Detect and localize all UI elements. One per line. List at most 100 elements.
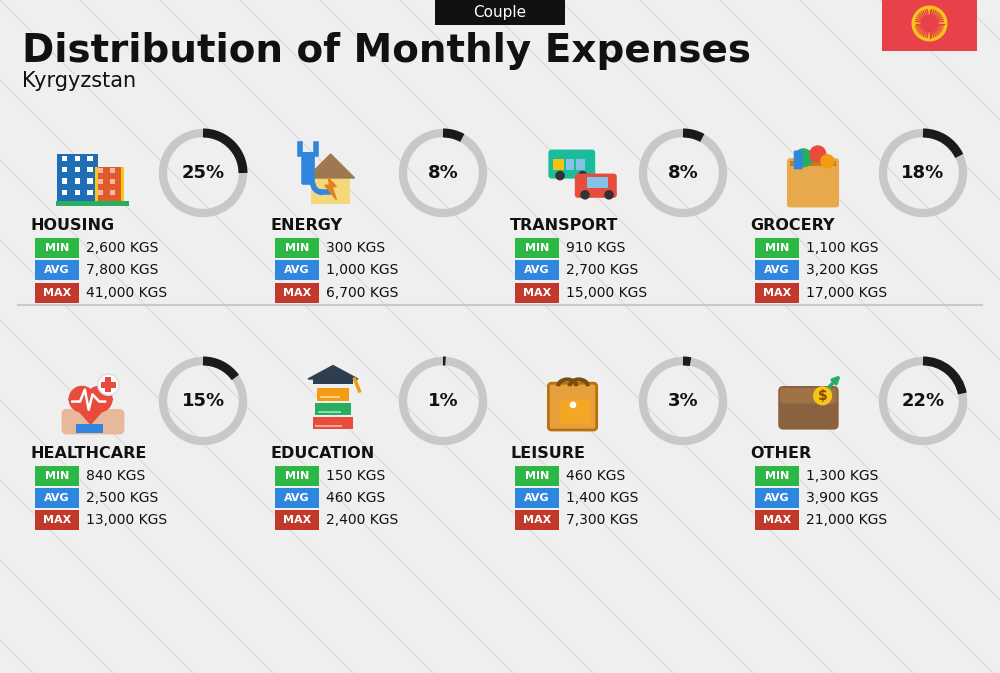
FancyBboxPatch shape: [87, 156, 93, 162]
FancyBboxPatch shape: [62, 409, 124, 434]
Text: 2,400 KGS: 2,400 KGS: [326, 513, 398, 527]
Circle shape: [578, 171, 587, 180]
Circle shape: [580, 190, 590, 200]
Text: 2,600 KGS: 2,600 KGS: [86, 241, 158, 255]
FancyBboxPatch shape: [35, 488, 79, 508]
FancyBboxPatch shape: [755, 238, 799, 258]
Text: OTHER: OTHER: [750, 446, 811, 460]
Text: GROCERY: GROCERY: [750, 217, 834, 232]
FancyBboxPatch shape: [75, 156, 80, 162]
Circle shape: [794, 148, 813, 168]
FancyBboxPatch shape: [275, 488, 319, 508]
FancyBboxPatch shape: [275, 510, 319, 530]
FancyBboxPatch shape: [101, 382, 116, 388]
Text: 22%: 22%: [901, 392, 945, 410]
Text: AVG: AVG: [44, 493, 70, 503]
FancyBboxPatch shape: [275, 466, 319, 486]
Text: 18%: 18%: [901, 164, 945, 182]
FancyBboxPatch shape: [121, 167, 124, 205]
Text: 300 KGS: 300 KGS: [326, 241, 385, 255]
Circle shape: [555, 171, 565, 180]
FancyBboxPatch shape: [275, 260, 319, 280]
Text: HEALTHCARE: HEALTHCARE: [30, 446, 146, 460]
FancyBboxPatch shape: [560, 399, 591, 423]
Text: AVG: AVG: [284, 265, 310, 275]
FancyBboxPatch shape: [98, 179, 103, 184]
FancyBboxPatch shape: [315, 425, 342, 427]
Text: LEISURE: LEISURE: [510, 446, 585, 460]
Text: 25%: 25%: [181, 164, 225, 182]
Text: 6,700 KGS: 6,700 KGS: [326, 286, 398, 300]
Text: MIN: MIN: [285, 471, 309, 481]
Text: MAX: MAX: [43, 515, 71, 525]
FancyBboxPatch shape: [76, 424, 103, 433]
FancyBboxPatch shape: [515, 260, 559, 280]
Text: 840 KGS: 840 KGS: [86, 469, 145, 483]
FancyBboxPatch shape: [275, 238, 319, 258]
Text: 1,400 KGS: 1,400 KGS: [566, 491, 638, 505]
Text: ENERGY: ENERGY: [270, 217, 342, 232]
Text: 41,000 KGS: 41,000 KGS: [86, 286, 167, 300]
FancyBboxPatch shape: [780, 388, 837, 404]
Text: 21,000 KGS: 21,000 KGS: [806, 513, 887, 527]
FancyBboxPatch shape: [566, 160, 574, 170]
FancyBboxPatch shape: [98, 190, 103, 194]
Text: $: $: [818, 389, 827, 403]
Text: 2,500 KGS: 2,500 KGS: [86, 491, 158, 505]
FancyBboxPatch shape: [515, 238, 559, 258]
FancyBboxPatch shape: [56, 201, 129, 206]
Circle shape: [86, 386, 113, 413]
Text: Kyrgyzstan: Kyrgyzstan: [22, 71, 136, 91]
Text: MAX: MAX: [283, 515, 311, 525]
Text: 910 KGS: 910 KGS: [566, 241, 625, 255]
Text: MIN: MIN: [765, 471, 789, 481]
FancyBboxPatch shape: [301, 152, 315, 185]
Text: 15%: 15%: [181, 392, 225, 410]
FancyBboxPatch shape: [576, 160, 585, 170]
Text: 460 KGS: 460 KGS: [566, 469, 625, 483]
FancyBboxPatch shape: [548, 149, 595, 178]
Text: MAX: MAX: [763, 515, 791, 525]
Text: 15,000 KGS: 15,000 KGS: [566, 286, 647, 300]
Text: AVG: AVG: [764, 265, 790, 275]
Text: MIN: MIN: [525, 243, 549, 253]
Text: 1%: 1%: [428, 392, 458, 410]
Circle shape: [69, 386, 95, 413]
FancyBboxPatch shape: [110, 168, 115, 173]
FancyBboxPatch shape: [87, 167, 93, 172]
FancyBboxPatch shape: [95, 167, 124, 205]
FancyBboxPatch shape: [553, 160, 564, 170]
FancyBboxPatch shape: [87, 178, 93, 184]
Circle shape: [820, 154, 835, 168]
FancyBboxPatch shape: [515, 488, 559, 508]
Text: 8%: 8%: [428, 164, 458, 182]
Text: 2,700 KGS: 2,700 KGS: [566, 263, 638, 277]
Text: 460 KGS: 460 KGS: [326, 491, 385, 505]
FancyBboxPatch shape: [311, 178, 350, 205]
FancyBboxPatch shape: [275, 283, 319, 303]
FancyBboxPatch shape: [35, 283, 79, 303]
Text: 1,100 KGS: 1,100 KGS: [806, 241, 879, 255]
Text: MIN: MIN: [285, 243, 309, 253]
FancyBboxPatch shape: [787, 158, 839, 207]
Polygon shape: [307, 154, 355, 178]
FancyBboxPatch shape: [315, 402, 351, 415]
Text: 150 KGS: 150 KGS: [326, 469, 385, 483]
FancyBboxPatch shape: [755, 488, 799, 508]
Text: MIN: MIN: [525, 471, 549, 481]
Polygon shape: [308, 365, 358, 379]
Circle shape: [912, 5, 948, 42]
Text: MAX: MAX: [43, 288, 71, 298]
Text: MAX: MAX: [763, 288, 791, 298]
Text: MIN: MIN: [45, 471, 69, 481]
FancyBboxPatch shape: [320, 396, 340, 398]
Polygon shape: [69, 399, 113, 424]
FancyBboxPatch shape: [515, 283, 559, 303]
FancyBboxPatch shape: [35, 510, 79, 530]
FancyBboxPatch shape: [548, 383, 597, 430]
FancyBboxPatch shape: [87, 190, 93, 194]
FancyBboxPatch shape: [62, 156, 67, 162]
Text: Couple: Couple: [473, 5, 527, 20]
Text: 7,800 KGS: 7,800 KGS: [86, 263, 158, 277]
FancyBboxPatch shape: [755, 466, 799, 486]
